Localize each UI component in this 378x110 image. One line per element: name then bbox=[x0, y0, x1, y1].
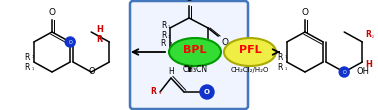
Text: H: H bbox=[96, 25, 103, 34]
Text: R: R bbox=[366, 30, 371, 39]
Text: R: R bbox=[277, 52, 283, 61]
Text: ₁: ₁ bbox=[285, 54, 287, 60]
Text: R: R bbox=[25, 63, 30, 72]
Text: O: O bbox=[302, 8, 308, 17]
Text: R: R bbox=[96, 36, 102, 45]
Text: CH₂Cl₂/H₂O: CH₂Cl₂/H₂O bbox=[231, 67, 269, 73]
Text: O: O bbox=[89, 68, 96, 76]
Text: H: H bbox=[168, 67, 174, 76]
Text: ₁: ₁ bbox=[285, 65, 287, 71]
Text: O: O bbox=[204, 90, 210, 95]
Text: +: + bbox=[182, 58, 196, 76]
Text: CH₃CN: CH₃CN bbox=[183, 65, 208, 74]
Text: ₁: ₁ bbox=[32, 54, 34, 60]
Text: ₁: ₁ bbox=[168, 24, 170, 28]
Text: H: H bbox=[366, 60, 372, 69]
Text: O: O bbox=[68, 40, 72, 45]
Text: O: O bbox=[48, 8, 56, 17]
Text: O: O bbox=[342, 70, 346, 75]
Text: ₂: ₂ bbox=[156, 90, 162, 94]
Text: R: R bbox=[161, 39, 166, 49]
Text: ₂: ₂ bbox=[371, 34, 373, 39]
Text: PFL: PFL bbox=[239, 45, 261, 55]
Text: BPL: BPL bbox=[183, 45, 207, 55]
Text: R: R bbox=[150, 87, 156, 96]
Text: ₁: ₁ bbox=[32, 65, 34, 71]
Text: O: O bbox=[221, 38, 228, 47]
Circle shape bbox=[339, 67, 349, 77]
Text: ₁: ₁ bbox=[168, 34, 170, 38]
Text: OH: OH bbox=[356, 68, 369, 76]
Ellipse shape bbox=[169, 38, 221, 66]
Circle shape bbox=[200, 85, 214, 99]
FancyBboxPatch shape bbox=[130, 1, 248, 109]
Text: R: R bbox=[25, 52, 30, 61]
Text: R: R bbox=[161, 31, 167, 40]
Circle shape bbox=[65, 37, 75, 47]
Text: O: O bbox=[186, 0, 192, 3]
Text: 1: 1 bbox=[166, 41, 173, 47]
Text: R: R bbox=[277, 63, 283, 72]
Text: R: R bbox=[161, 21, 167, 30]
Text: ₂: ₂ bbox=[101, 38, 103, 42]
Ellipse shape bbox=[224, 38, 276, 66]
